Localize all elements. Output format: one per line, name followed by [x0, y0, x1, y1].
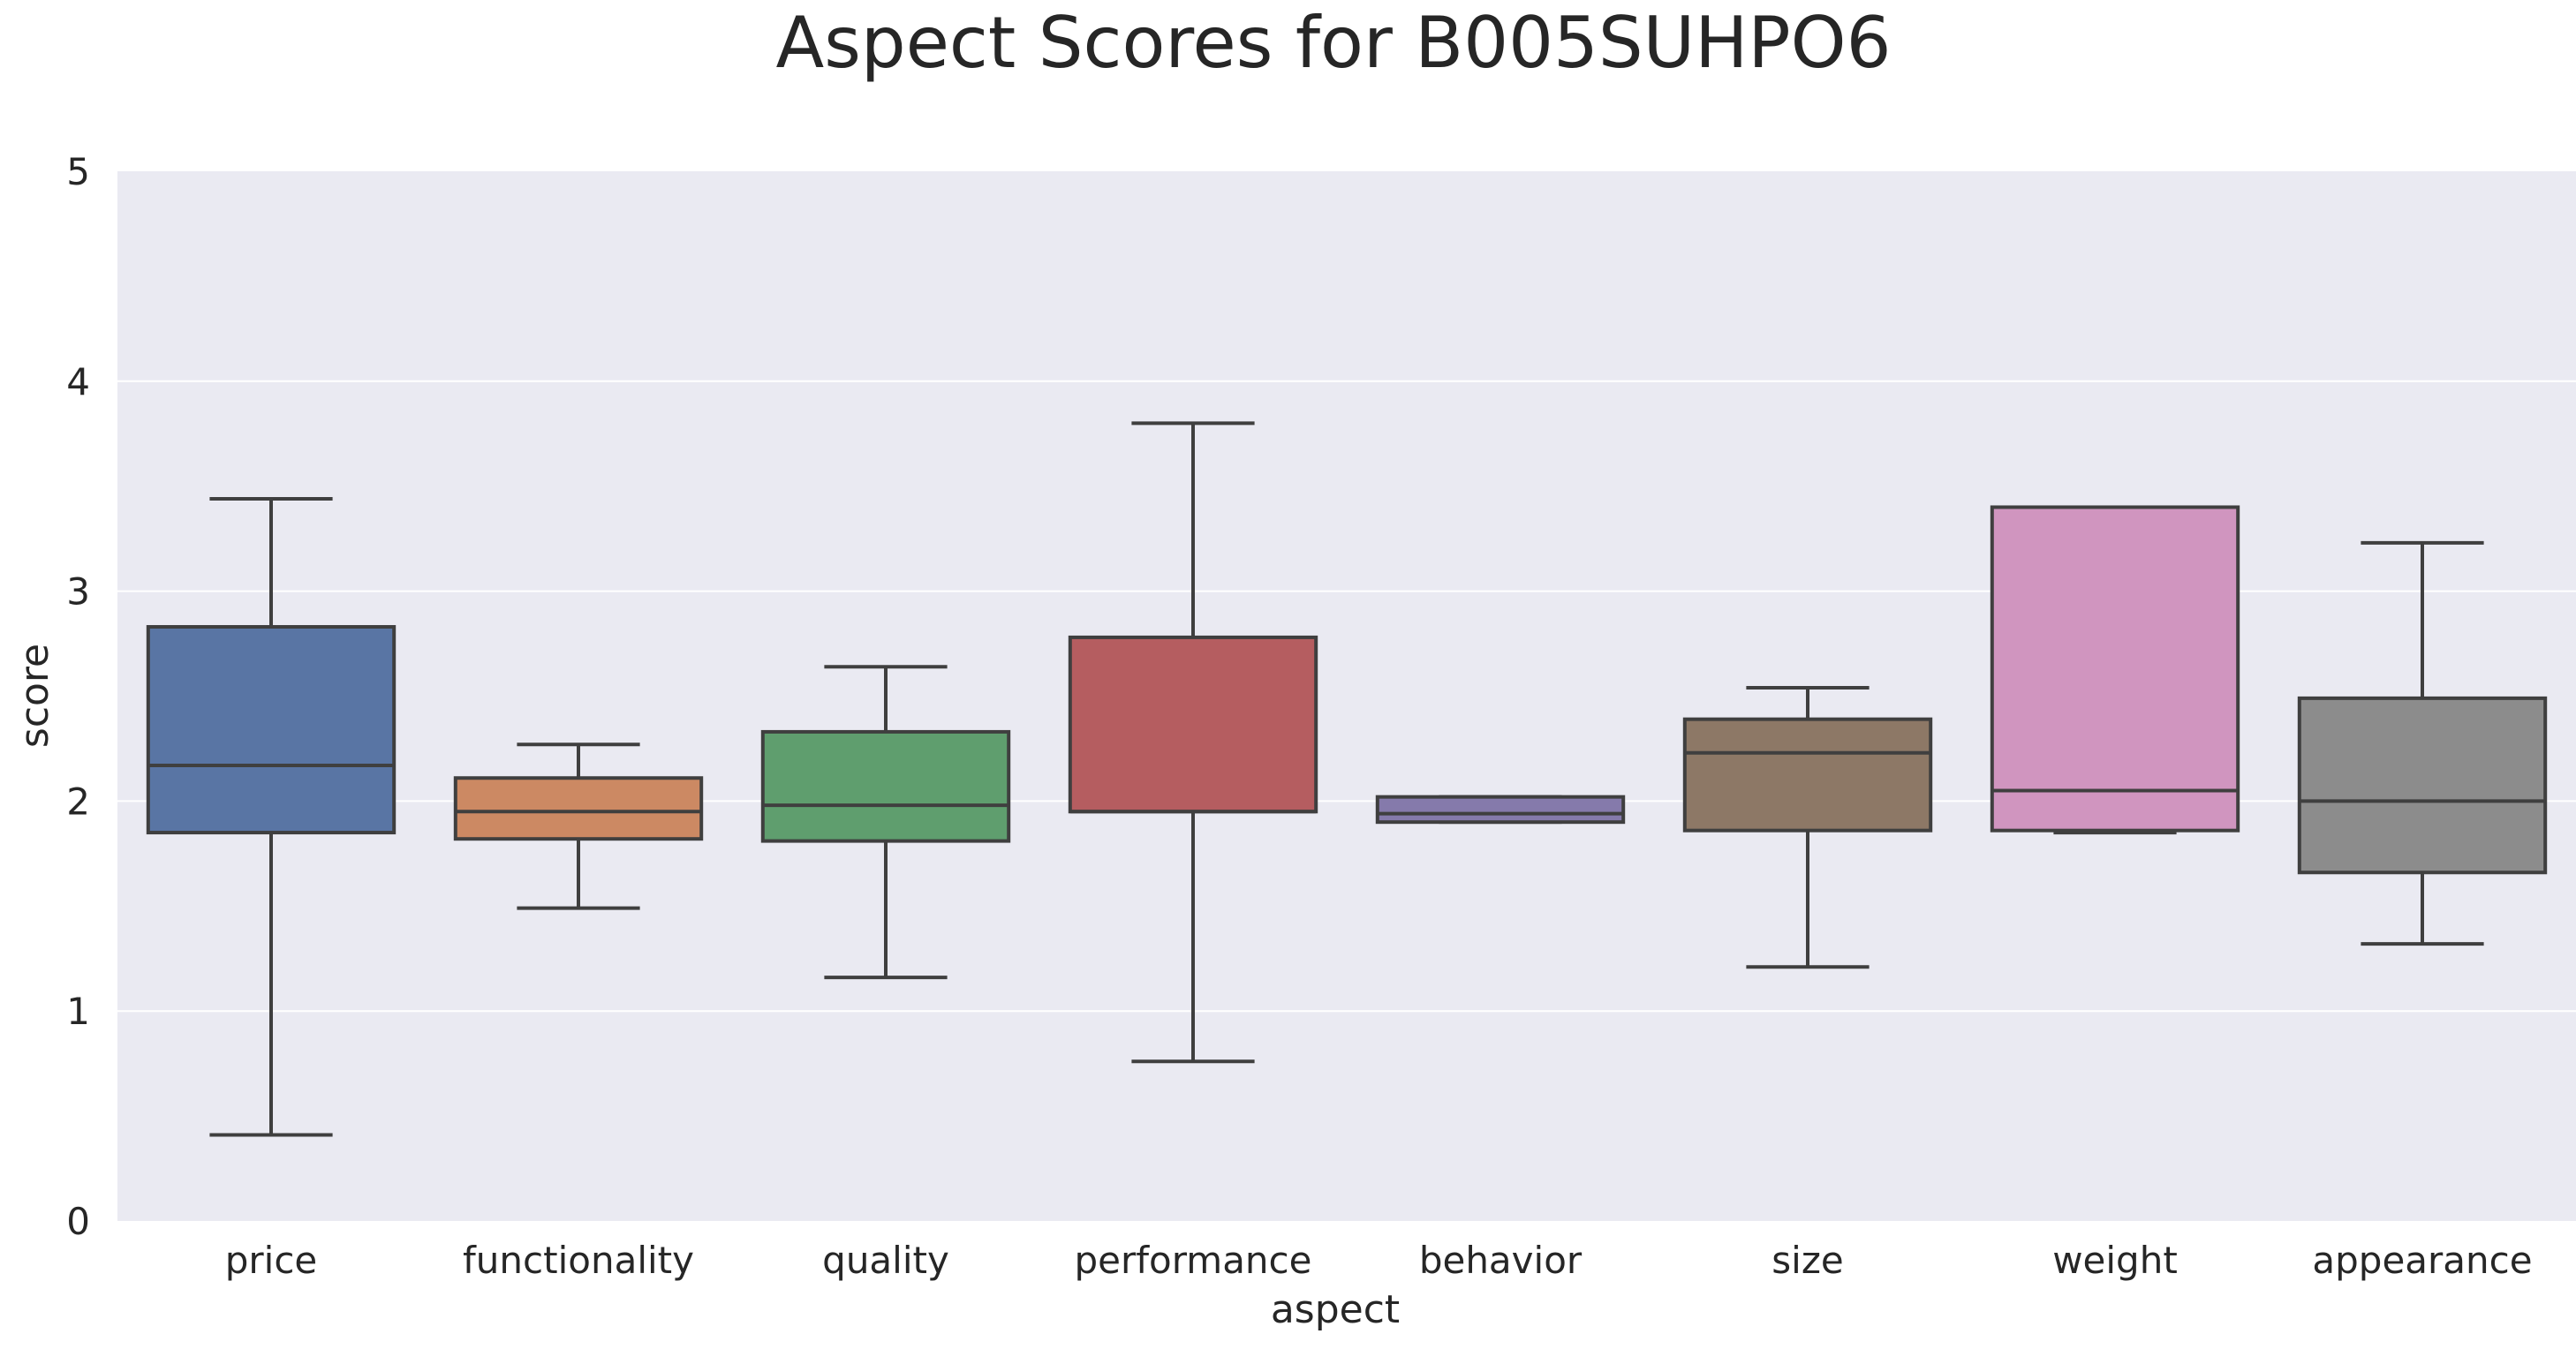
box-group-functionality	[453, 742, 704, 910]
x-tick-labels: price functionality quality performance beha…	[225, 1239, 2533, 1282]
box-group-quality	[760, 665, 1011, 980]
box-performance	[1068, 635, 1318, 814]
y-tick-label-4: 4	[66, 360, 90, 403]
y-tick-label-5: 5	[66, 150, 90, 193]
x-tick-label-behavior: behavior	[1419, 1239, 1583, 1282]
y-tick-labels: 0 1 2 3 4 5	[66, 150, 90, 1243]
box-weight	[1990, 505, 2240, 833]
box-group-size	[1682, 685, 1933, 969]
x-tick-label-quality: quality	[822, 1239, 949, 1282]
y-tick-label-0: 0	[66, 1200, 90, 1243]
box-appearance	[2297, 696, 2548, 875]
box-price	[146, 625, 397, 835]
y-tick-label-1: 1	[66, 990, 90, 1033]
y-axis-label: score	[12, 644, 57, 748]
y-tick-label-2: 2	[66, 780, 90, 823]
box-group-price	[146, 496, 397, 1137]
x-tick-label-performance: performance	[1075, 1239, 1312, 1282]
chart-title: Aspect Scores for B005SUHPO6	[776, 2, 1892, 84]
x-tick-label-price: price	[225, 1239, 318, 1282]
box-series	[146, 421, 2548, 1137]
box-group-behavior	[1375, 795, 1626, 825]
box-quality	[760, 729, 1011, 843]
box-size	[1682, 717, 1933, 833]
x-tick-label-weight: weight	[2052, 1239, 2178, 1282]
box-functionality	[453, 776, 704, 841]
x-tick-label-appearance: appearance	[2312, 1239, 2532, 1282]
x-tick-label-size: size	[1771, 1239, 1843, 1282]
x-axis-label: aspect	[1271, 1287, 1400, 1332]
y-tick-label-3: 3	[66, 570, 90, 614]
box-group-appearance	[2297, 540, 2548, 946]
box-behavior	[1375, 795, 1626, 825]
box-group-weight	[1990, 505, 2240, 835]
x-tick-label-functionality: functionality	[463, 1239, 694, 1282]
box-group-performance	[1068, 421, 1318, 1064]
